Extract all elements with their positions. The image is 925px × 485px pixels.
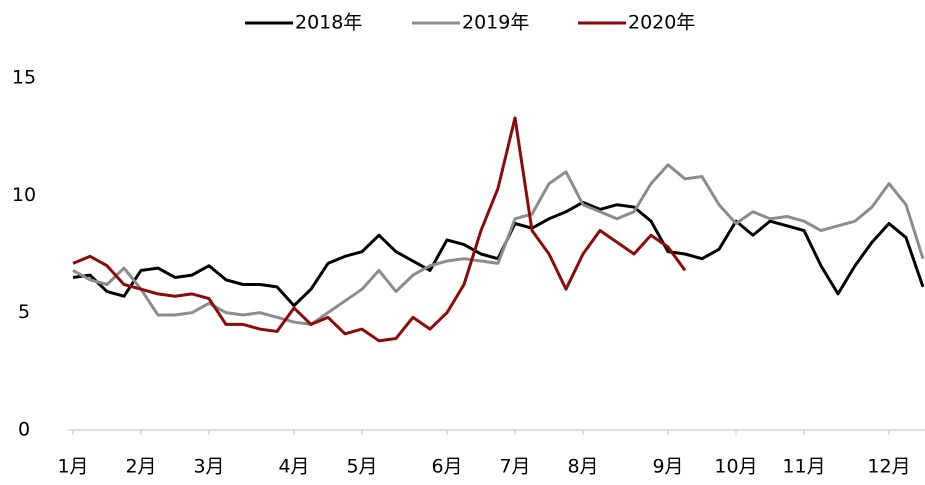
y-tick-label: 10 <box>12 184 36 206</box>
line-series <box>72 116 687 343</box>
x-tick-label: 2月 <box>125 456 156 478</box>
x-tick-label: 9月 <box>652 456 683 478</box>
y-tick-label: 5 <box>18 301 30 323</box>
x-tick-label: 5月 <box>346 456 377 478</box>
x-tick-label: 12月 <box>867 456 910 478</box>
legend-label: 2018年 <box>295 12 362 34</box>
x-tick-label: 1月 <box>57 456 88 478</box>
x-tick-label: 11月 <box>782 456 825 478</box>
line-series <box>72 200 925 308</box>
x-tick-label: 10月 <box>714 456 757 478</box>
legend-label: 2019年 <box>462 12 529 34</box>
x-tick-label: 7月 <box>499 456 530 478</box>
x-tick-label: 4月 <box>278 456 309 478</box>
x-tick-label: 8月 <box>567 456 598 478</box>
x-tick-label: 6月 <box>431 456 462 478</box>
y-tick-label: 0 <box>18 419 30 441</box>
y-tick-label: 15 <box>12 67 36 89</box>
x-tick-label: 3月 <box>193 456 224 478</box>
legend-label: 2020年 <box>628 12 695 34</box>
